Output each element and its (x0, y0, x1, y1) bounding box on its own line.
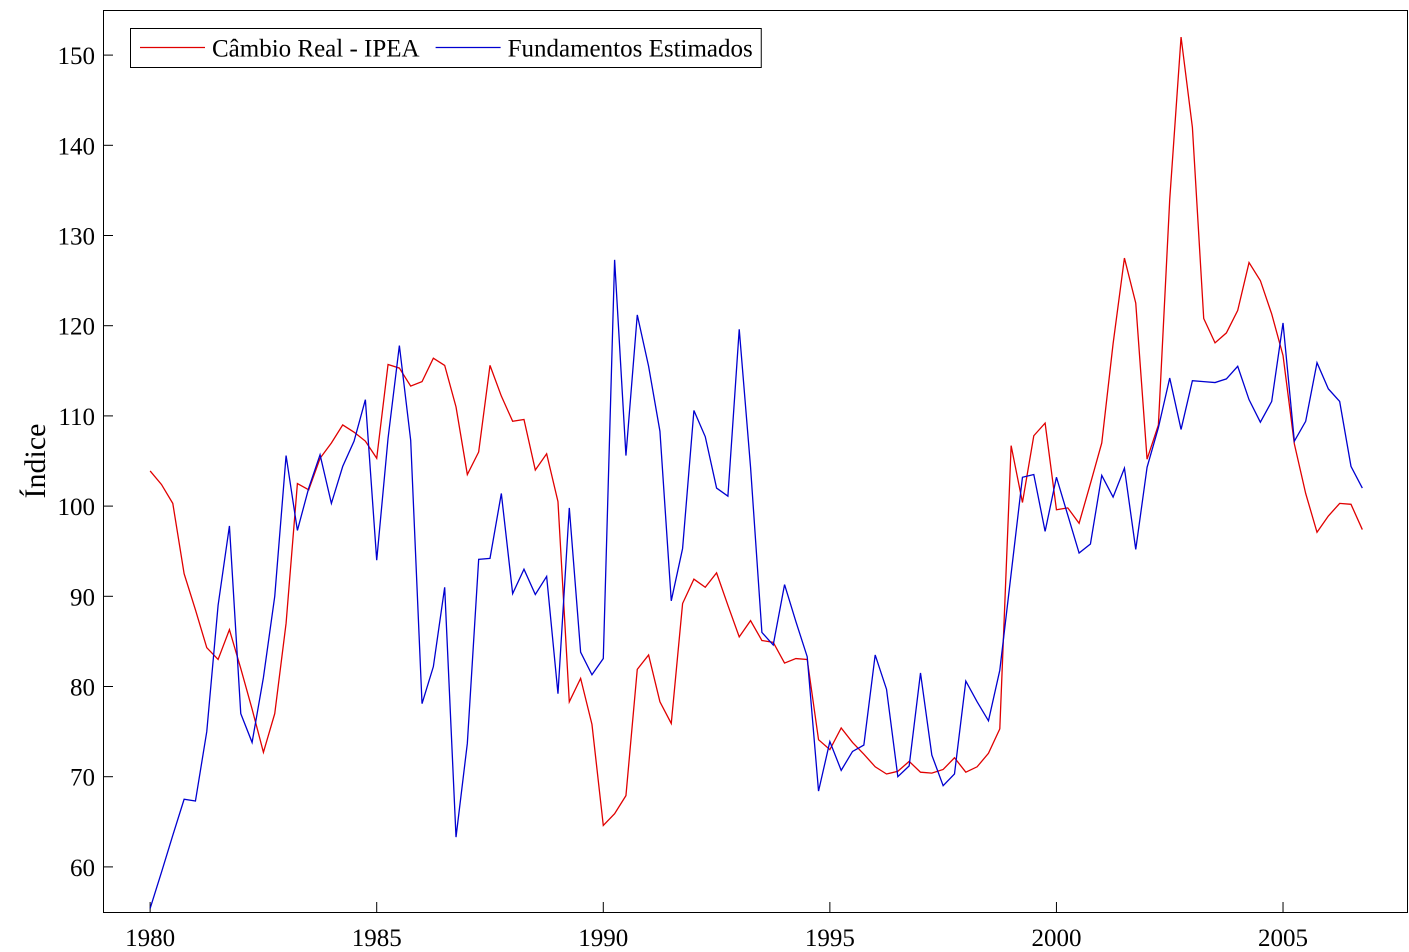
x-tick-label: 2005 (1258, 925, 1308, 952)
x-tick-label: 1995 (805, 925, 855, 952)
x-tick-label: 1980 (125, 925, 175, 952)
chart: Índice 60 70 80 90 100 110 120 130 140 150 1980 198… (0, 0, 1409, 952)
x-tick-label: 1990 (578, 925, 628, 952)
plot-frame (104, 11, 1408, 913)
y-tick-label: 100 (58, 494, 96, 521)
series-line (150, 37, 1362, 825)
y-tick-label: 80 (70, 675, 95, 702)
legend-label: Fundamentos Estimados (508, 36, 753, 63)
legend-label: Câmbio Real - IPEA (212, 36, 420, 63)
y-tick-label: 60 (70, 855, 95, 882)
y-tick-label: 110 (58, 404, 95, 431)
y-axis-label: Índice (19, 424, 52, 499)
y-tick-label: 70 (70, 765, 95, 792)
series-line (150, 260, 1362, 909)
y-tick-label: 90 (70, 584, 95, 611)
x-tick-label: 1985 (352, 925, 402, 952)
x-tick-label: 2000 (1031, 925, 1081, 952)
y-tick-label: 130 (58, 224, 96, 251)
y-tick-label: 150 (58, 43, 96, 70)
y-tick-label: 140 (58, 133, 96, 160)
y-tick-label: 120 (58, 314, 96, 341)
